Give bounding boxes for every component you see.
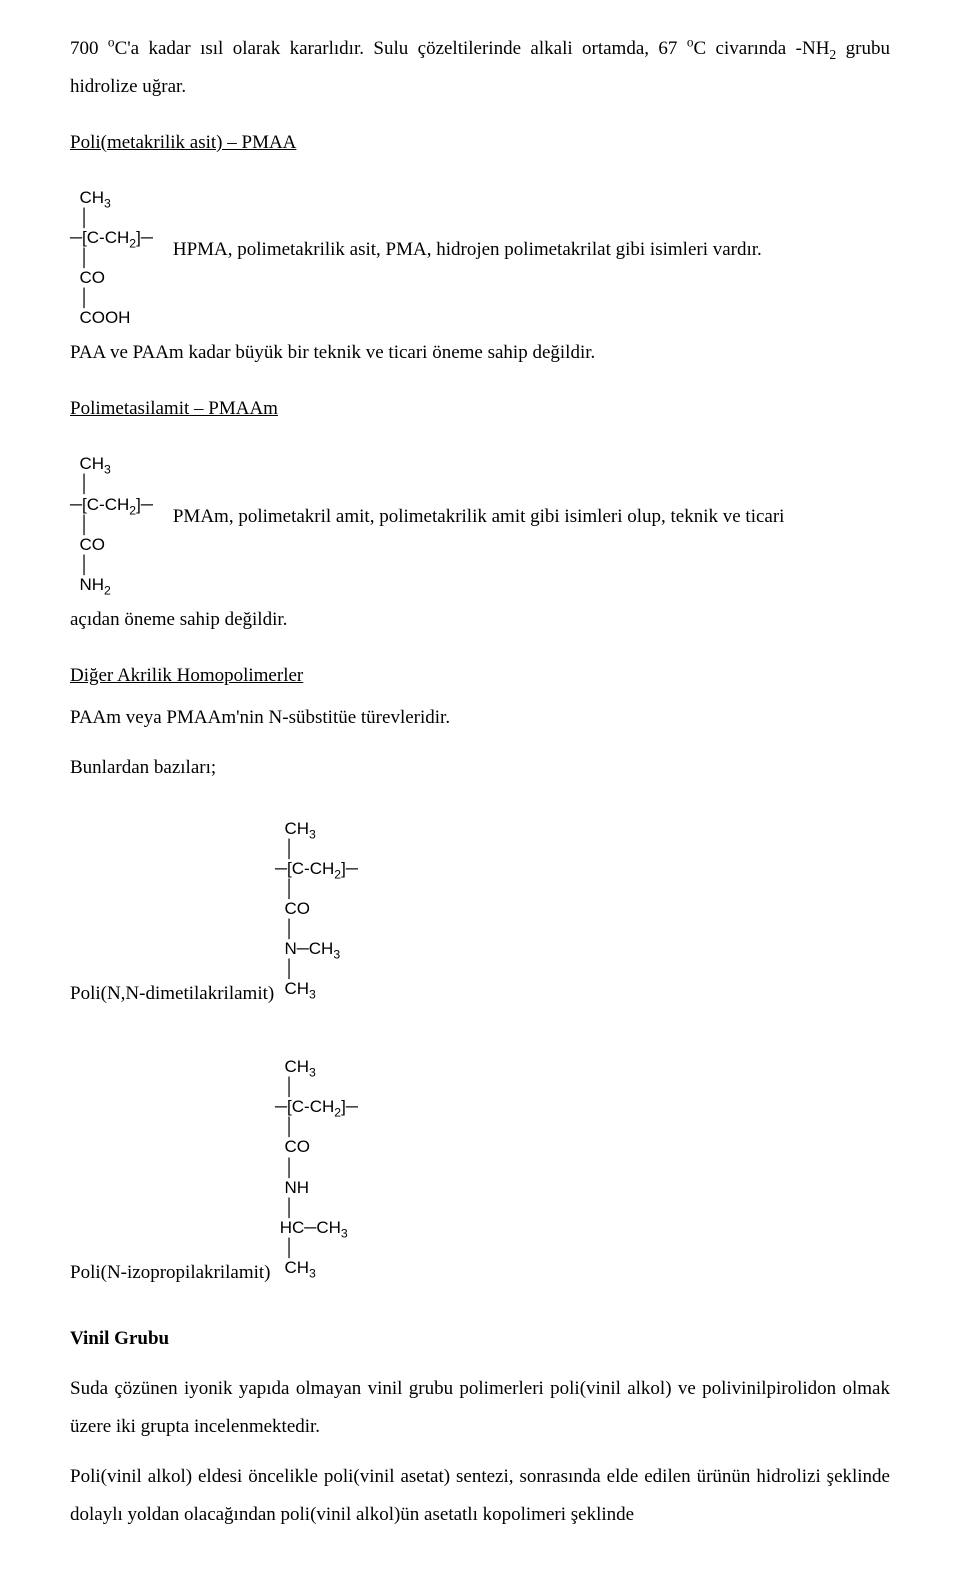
pmaam-structure: CH3 │ ─[C-CH2]─ │ CO │ NH2 xyxy=(70,434,153,594)
sub: 3 xyxy=(309,1266,316,1280)
isopropyl-label: Poli(N-izopropilakrilamit) xyxy=(70,1254,890,1292)
chem-line: N xyxy=(275,939,297,958)
chem-line: CH xyxy=(275,1057,309,1076)
chem-line: [C-CH xyxy=(82,495,129,514)
chem-line: NH xyxy=(275,1178,309,1197)
sub: 3 xyxy=(104,463,111,477)
other-desc: PAAm veya PMAAm'nin N-sübstitüe türevler… xyxy=(70,699,890,737)
isopropyl-structure-block: CH3 │ ─[C-CH2]─ │ CO │ NH │ HC─CH3 │ CH3 xyxy=(275,1037,890,1278)
text: C'a kadar ısıl olarak kararlıdır. Sulu ç… xyxy=(115,38,687,59)
chem-line: COOH xyxy=(70,308,130,327)
sub: 3 xyxy=(309,827,316,841)
chem-line: CO xyxy=(275,1137,310,1156)
pmaa-desc: HPMA, polimetakrilik asit, PMA, hidrojen… xyxy=(173,231,890,269)
chem-line: CH xyxy=(309,939,334,958)
sub: 2 xyxy=(104,583,111,597)
sub: 3 xyxy=(333,947,340,961)
pmaa-structure-row: CH3 │ ─[C-CH2]─ │ CO │ COOH HPMA, polime… xyxy=(70,166,890,334)
vinyl-p1: Suda çözünen iyonik yapıda olmayan vinil… xyxy=(70,1370,890,1446)
chem-line: CH xyxy=(316,1218,341,1237)
chem-line: ] xyxy=(136,495,141,514)
heading-other: Diğer Akrilik Homopolimerler xyxy=(70,657,890,695)
isopropyl-structure: CH3 │ ─[C-CH2]─ │ CO │ NH │ HC─CH3 │ CH3 xyxy=(275,1037,890,1278)
pmaam-note: açıdan öneme sahip değildir. xyxy=(70,601,890,639)
chem-line: ] xyxy=(136,228,141,247)
other-intro: Bunlardan bazıları; xyxy=(70,749,890,787)
chem-line: HC xyxy=(275,1218,304,1237)
vinyl-p2: Poli(vinil alkol) eldesi öncelikle poli(… xyxy=(70,1458,890,1534)
dimethyl-label: Poli(N,N-dimetilakrilamit) xyxy=(70,975,890,1013)
chem-line: CH xyxy=(275,1258,309,1277)
chem-line: CH xyxy=(275,979,309,998)
chem-line: CH xyxy=(70,188,104,207)
sub: 3 xyxy=(309,988,316,1002)
intro-paragraph: 700 oC'a kadar ısıl olarak kararlıdır. S… xyxy=(70,30,890,106)
chem-line: NH xyxy=(70,575,104,594)
sub: 3 xyxy=(341,1226,348,1240)
text: C civarında -NH xyxy=(693,38,829,59)
chem-line: [C-CH xyxy=(82,228,129,247)
pmaa-note: PAA ve PAAm kadar büyük bir teknik ve ti… xyxy=(70,334,890,372)
chem-line: ] xyxy=(341,859,346,878)
pmaam-structure-row: CH3 │ ─[C-CH2]─ │ CO │ NH2 PMAm, polimet… xyxy=(70,432,890,600)
chem-line: CO xyxy=(70,268,105,287)
heading-pmaam: Polimetasilamit – PMAAm xyxy=(70,390,890,428)
chem-line: CO xyxy=(70,535,105,554)
chem-line: [C-CH xyxy=(287,859,334,878)
chem-line: CO xyxy=(275,899,310,918)
pmaam-desc: PMAm, polimetakril amit, polimetakrilik … xyxy=(173,498,890,536)
pmaa-structure: CH3 │ ─[C-CH2]─ │ CO │ COOH xyxy=(70,168,153,328)
heading-vinyl: Vinil Grubu xyxy=(70,1320,890,1358)
sub: 3 xyxy=(309,1066,316,1080)
sub: 3 xyxy=(104,196,111,210)
chem-line: CH xyxy=(70,454,104,473)
chem-line: CH xyxy=(275,819,309,838)
chem-line: [C-CH xyxy=(287,1097,334,1116)
chem-line: ] xyxy=(341,1097,346,1116)
heading-pmaa: Poli(metakrilik asit) – PMAA xyxy=(70,124,890,162)
superscript-o: o xyxy=(108,35,115,50)
text: 700 xyxy=(70,38,108,59)
dimethyl-structure: CH3 │ ─[C-CH2]─ │ CO │ N─CH3 │ CH3 xyxy=(275,799,890,999)
dimethyl-structure-block: CH3 │ ─[C-CH2]─ │ CO │ N─CH3 │ CH3 xyxy=(275,799,890,999)
